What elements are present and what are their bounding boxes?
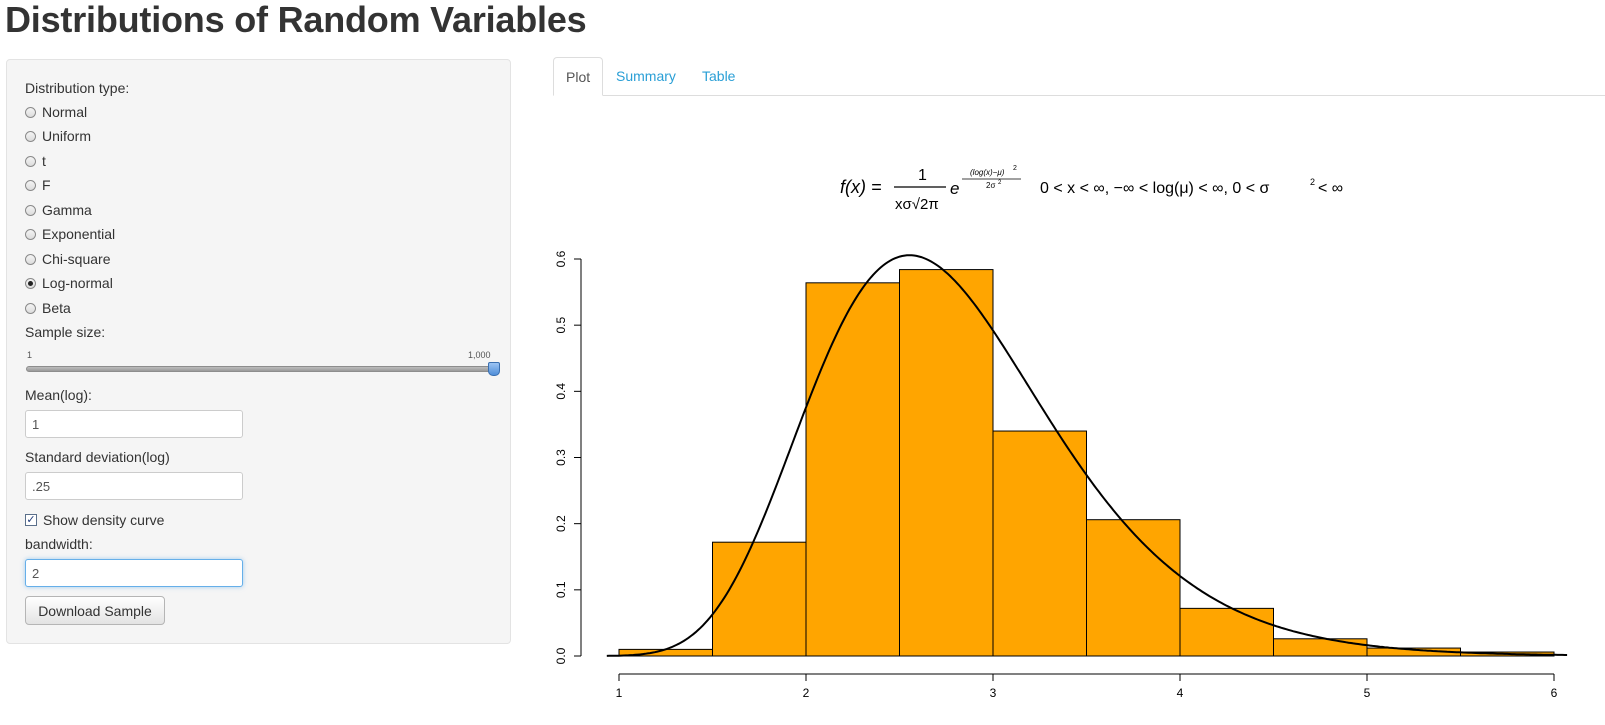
radio-uniform[interactable]: Uniform: [25, 127, 91, 145]
radio-normal[interactable]: Normal: [25, 103, 87, 121]
sd-log-label: Standard deviation(log): [25, 449, 170, 465]
radio-log-normal-button[interactable]: [25, 277, 36, 289]
page-title: Distributions of Random Variables: [5, 0, 587, 40]
x-tick-label-5: 6: [1551, 686, 1558, 700]
sample-size-label: Sample size:: [25, 324, 106, 340]
mean-log-input[interactable]: [25, 410, 243, 438]
formula-lhs: f(x) =: [840, 177, 882, 197]
mean-log-label: Mean(log):: [25, 387, 92, 403]
bandwidth-input[interactable]: [25, 559, 243, 587]
slider-min-label: 1: [27, 350, 33, 360]
formula-exp-denominator: 2σ: [986, 181, 995, 190]
radio-log-normal-label: Log-normal: [42, 275, 113, 291]
distribution-type-label: Distribution type:: [25, 80, 130, 96]
radio-gamma-label: Gamma: [42, 202, 92, 218]
formula-numerator: 1: [918, 167, 927, 184]
histogram-bar-2: [712, 541, 807, 657]
radio-f-button[interactable]: [25, 179, 36, 191]
y-tick-label-6: 0.6: [554, 250, 568, 267]
radio-beta-label: Beta: [42, 300, 71, 316]
formula-denominator: xσ√2π: [895, 196, 939, 213]
formula-domain-power: 2: [1310, 177, 1315, 187]
x-tick-label-1: 2: [803, 686, 810, 700]
radio-uniform-label: Uniform: [42, 128, 92, 144]
radio-beta-button[interactable]: [25, 302, 36, 314]
download-sample-button[interactable]: Download Sample: [25, 596, 165, 625]
radio-f[interactable]: F: [25, 176, 51, 194]
histogram-bar-7: [1179, 607, 1274, 657]
radio-t[interactable]: t: [25, 152, 46, 170]
bandwidth-label: bandwidth:: [25, 536, 93, 552]
radio-exponential-label: Exponential: [42, 226, 116, 242]
tab-plot[interactable]: Plot: [553, 57, 604, 96]
show-density-checkbox[interactable]: ✓: [25, 514, 37, 526]
radio-exponential-button[interactable]: [25, 228, 36, 240]
y-tick-label-4: 0.4: [554, 383, 568, 400]
x-tick-label-0: 1: [616, 686, 623, 700]
histogram-bar-6: [1086, 519, 1181, 657]
radio-f-label: F: [42, 177, 51, 193]
y-tick-label-1: 0.1: [554, 581, 568, 598]
sd-log-input[interactable]: [25, 472, 243, 500]
histogram-bars: [618, 269, 1555, 657]
formula-domain: 0 < x < ∞, −∞ < log(μ) < ∞, 0 < σ: [1040, 180, 1270, 197]
tab-bar: Plot Summary Table: [553, 57, 1605, 96]
y-tick-label-0: 0.0: [554, 647, 568, 664]
radio-gamma[interactable]: Gamma: [25, 201, 92, 219]
y-tick-label-5: 0.5: [554, 317, 568, 334]
slider-max-label: 1,000: [468, 350, 491, 360]
formula-domain-end: < ∞: [1318, 180, 1343, 197]
radio-beta[interactable]: Beta: [25, 299, 71, 317]
y-tick-label-3: 0.3: [554, 449, 568, 466]
formula-exp-denominator-power: 2: [998, 180, 1002, 186]
tab-table[interactable]: Table: [702, 68, 736, 84]
histogram-bar-5: [992, 430, 1087, 657]
x-tick-label-2: 3: [990, 686, 997, 700]
radio-t-label: t: [42, 153, 46, 169]
radio-chi-square[interactable]: Chi-square: [25, 250, 110, 268]
radio-exponential[interactable]: Exponential: [25, 225, 115, 243]
radio-uniform-button[interactable]: [25, 130, 36, 142]
histogram-plot: 0.0 0.1 0.2 0.3 0.4 0.5 0.6 1 2 3 4 5 6: [554, 250, 1568, 700]
show-density-checkbox-row[interactable]: ✓ Show density curve: [25, 511, 164, 529]
formula-exp-numerator-power: 2: [1013, 165, 1017, 172]
show-density-label: Show density curve: [43, 512, 165, 528]
sample-size-slider[interactable]: [26, 366, 496, 372]
formula-e: e: [950, 179, 959, 198]
radio-gamma-button[interactable]: [25, 204, 36, 216]
density-curve: [606, 254, 1568, 657]
radio-chi-square-button[interactable]: [25, 253, 36, 265]
x-tick-label-3: 4: [1177, 686, 1184, 700]
radio-t-button[interactable]: [25, 155, 36, 167]
histogram-bar-3: [805, 282, 900, 657]
formula-exp-numerator: (log(x)−μ): [970, 168, 1005, 177]
plot-axes: 0.0 0.1 0.2 0.3 0.4 0.5 0.6 1 2 3 4 5 6: [554, 250, 1558, 700]
radio-log-normal[interactable]: Log-normal: [25, 274, 113, 292]
histogram-bar-4: [899, 269, 994, 657]
radio-chi-square-label: Chi-square: [42, 251, 111, 267]
sidebar-panel: Distribution type: Normal Uniform t F Ga…: [6, 59, 511, 644]
radio-normal-button[interactable]: [25, 106, 36, 118]
histogram-bar-8: [1273, 638, 1368, 657]
y-tick-label-2: 0.2: [554, 515, 568, 532]
sample-size-slider-handle[interactable]: [488, 362, 500, 376]
radio-normal-label: Normal: [42, 104, 88, 120]
x-tick-label-4: 5: [1364, 686, 1371, 700]
density-formula: f(x) = 1 xσ√2π e (log(x)−μ) 2 2σ 2 0 < x…: [840, 165, 1343, 213]
tab-summary[interactable]: Summary: [616, 68, 676, 84]
